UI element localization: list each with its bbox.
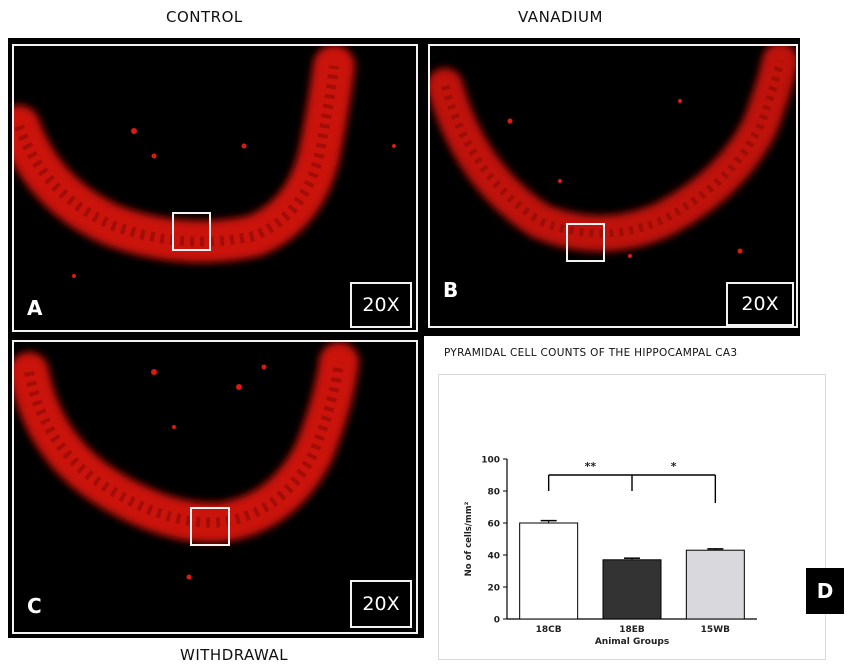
panel-label-a: A: [27, 296, 43, 320]
roi-box: [172, 212, 211, 251]
panel-label-c: C: [27, 594, 42, 618]
chart-title: PYRAMIDAL CELL COUNTS OF THE HIPPOCAMPAL…: [444, 347, 738, 359]
significance-label: *: [671, 460, 677, 473]
x-tick-label: 18CB: [536, 625, 562, 635]
x-tick-label: 15WB: [701, 625, 730, 635]
y-tick-label: 60: [487, 520, 500, 530]
cell-band: [430, 46, 796, 252]
cell-band: [14, 46, 355, 263]
roi-box: [190, 507, 230, 546]
magnification-label-b: 20X: [726, 282, 794, 326]
x-tick-label: 18EB: [619, 625, 645, 635]
magnification-label-c: 20X: [350, 580, 412, 628]
y-tick-label: 20: [487, 584, 500, 594]
panel-label-d: D: [806, 568, 844, 614]
y-tick-label: 0: [494, 616, 500, 626]
y-tick-label: 100: [481, 456, 500, 466]
bar-15wb: [685, 549, 745, 620]
magnification-label-a: 20X: [350, 282, 412, 328]
bar-18cb: [519, 522, 579, 620]
panel-label-b: B: [443, 278, 459, 302]
micrograph-panel-b: [428, 44, 798, 328]
significance-label: **: [585, 460, 597, 473]
bar-chart: 0 20 40 60 80 100 No of cells/mm² 18CB 18EB 15WB A…: [464, 456, 757, 647]
cell-band: [14, 342, 359, 543]
bar-chart-panel: 0 20 40 60 80 100 No of cells/mm² 18CB 18EB 15WB A…: [438, 374, 826, 660]
y-tick-label: 40: [487, 552, 500, 562]
roi-box: [566, 223, 605, 262]
caption-withdrawal: WITHDRAWAL: [180, 646, 289, 664]
y-axis-label: No of cells/mm²: [464, 501, 474, 576]
y-tick-label: 80: [487, 488, 500, 498]
bar-18eb: [602, 559, 662, 620]
caption-control: CONTROL: [166, 8, 243, 26]
caption-vanadium: VANADIUM: [518, 8, 603, 26]
x-axis-label: Animal Groups: [595, 637, 669, 647]
